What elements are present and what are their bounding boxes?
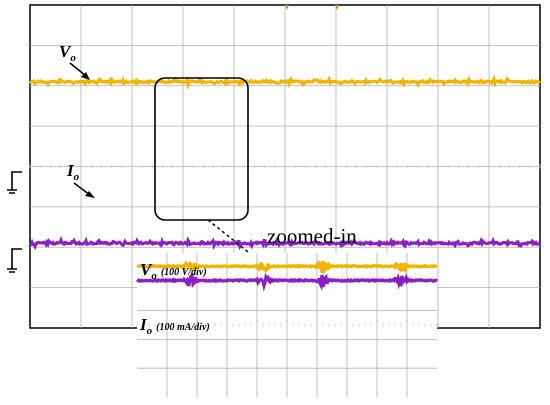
zoomed-trace-io bbox=[136, 272, 438, 292]
zoomed-vo-label-sub: o bbox=[151, 270, 157, 282]
main-trace-vo bbox=[28, 74, 541, 90]
trigger-markers-icon bbox=[285, 5, 339, 10]
vo-label: Vo bbox=[59, 42, 76, 64]
zoom-selection-box bbox=[154, 77, 249, 221]
zoomed-scope: Vo (100 V/div) Io (100 mA/div) bbox=[136, 253, 438, 397]
io-label-sub: o bbox=[74, 171, 80, 183]
io-label: Io bbox=[66, 161, 80, 183]
zoom-annotation: zoomed-in bbox=[267, 224, 357, 248]
zoomed-scope-grid bbox=[136, 253, 438, 397]
channel-marker-vo-icon bbox=[7, 248, 22, 273]
vo-arrow-icon bbox=[69, 62, 90, 80]
zoomed-vo-scale: (100 V/div) bbox=[161, 267, 207, 278]
zoomed-io-label-sub: o bbox=[147, 325, 153, 337]
zoomed-io-scale: (100 mA/div) bbox=[156, 322, 210, 333]
main-trace-io bbox=[29, 235, 542, 251]
vo-label-sub: o bbox=[70, 52, 76, 64]
io-arrow-icon bbox=[73, 182, 95, 198]
zoomed-io-label: Io (100 mA/div) bbox=[139, 315, 210, 337]
zoomed-trace-vo bbox=[136, 260, 438, 276]
zoomed-vo-label: Vo (100 V/div) bbox=[140, 260, 207, 282]
channel-marker-io-icon bbox=[7, 171, 22, 194]
